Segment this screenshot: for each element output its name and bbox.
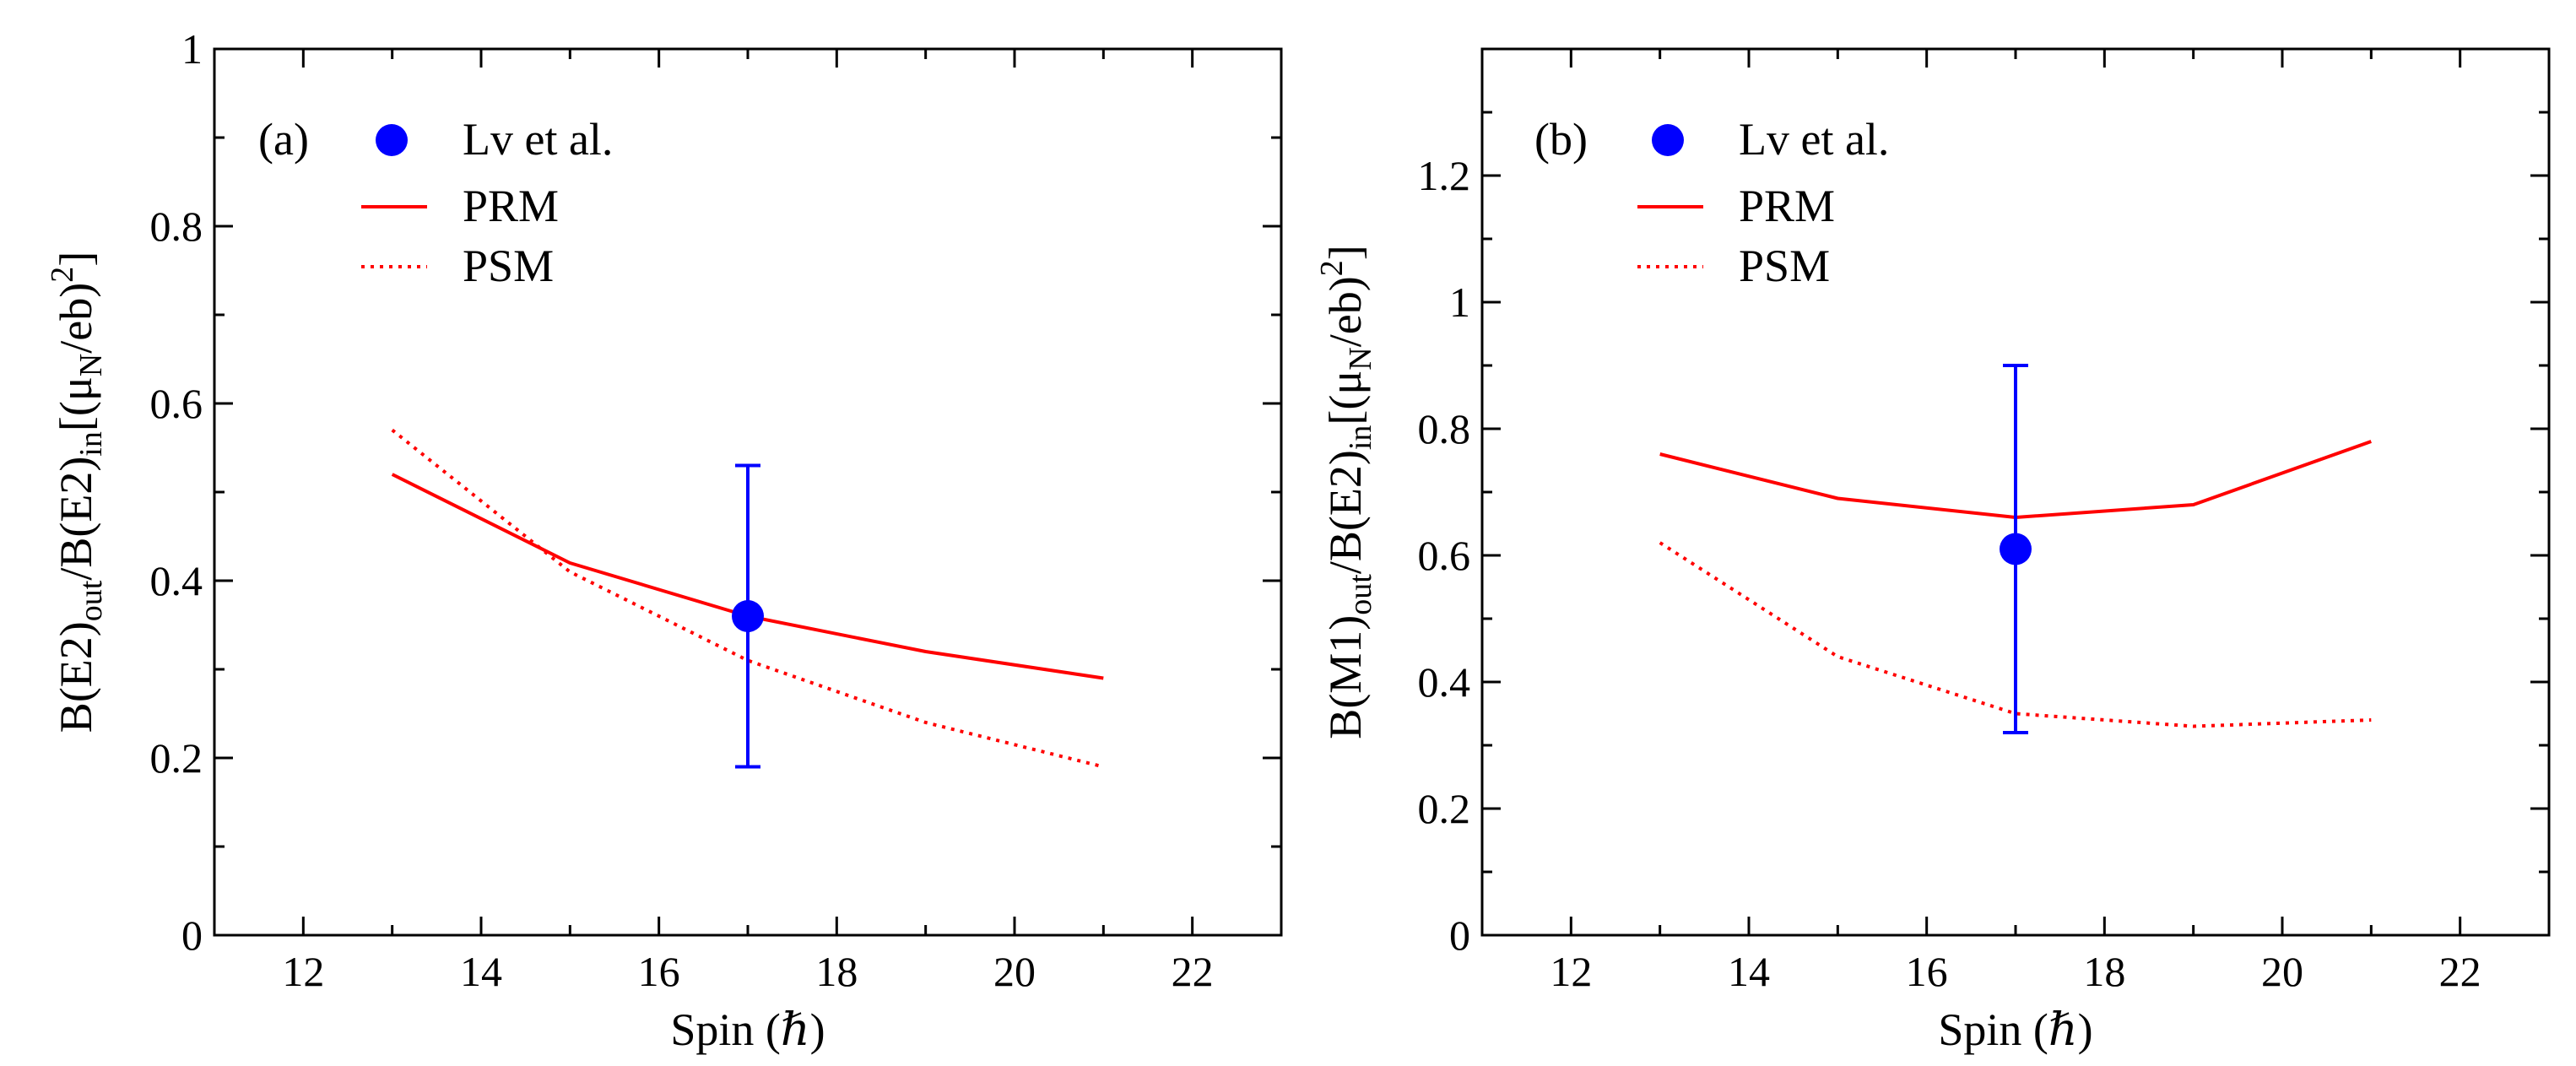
panel-b-x-tick-label: 12 bbox=[1550, 948, 1592, 995]
legend-prm-label: PRM bbox=[463, 181, 559, 231]
panel-a-x-axis-title: Spin (ℏ) bbox=[670, 1004, 825, 1055]
panel-b-ticks bbox=[1480, 47, 2551, 937]
panel-a-y-tick-label: 0.4 bbox=[150, 557, 203, 604]
panel-b-experiment bbox=[2000, 364, 2032, 734]
panel-a-x-tick-label: 20 bbox=[993, 948, 1036, 995]
panel-a-x-tick-label: 12 bbox=[282, 948, 324, 995]
legend-experiment-marker bbox=[376, 124, 408, 156]
panel-b-y-tick-label: 1.2 bbox=[1418, 152, 1471, 199]
panel-b-data-point-lv bbox=[2000, 533, 2032, 565]
panel-a-y-tick-label: 0.8 bbox=[150, 203, 203, 250]
panel-a-x-tick-label: 18 bbox=[815, 948, 858, 995]
panel-a-y-tick-label: 0.2 bbox=[150, 734, 203, 782]
panel-b-x-tick-label: 14 bbox=[1728, 948, 1770, 995]
panel-b-y-tick-label: 0.8 bbox=[1418, 405, 1471, 452]
legend-experiment-marker bbox=[1652, 124, 1684, 156]
panel-a-experiment bbox=[732, 463, 764, 769]
legend-experiment-label: Lv et al. bbox=[1739, 114, 1889, 165]
legend-experiment-label: Lv et al. bbox=[463, 114, 613, 165]
panel-a-y-axis-title: B(E2)out/B(E2)in[(μN/eb)2] bbox=[45, 252, 109, 733]
panel-b-series-psm bbox=[1659, 541, 2372, 728]
panel-b-x-tick-label: 18 bbox=[2083, 948, 2125, 995]
panel-b-y-axis-title: B(M1)out/B(E2)in[(μN/eb)2] bbox=[1314, 245, 1378, 739]
panel-a-x-tick-label: 22 bbox=[1172, 948, 1214, 995]
panel-a-legend: Lv et al. PRM PSM bbox=[361, 114, 613, 291]
panel-a-x-tick-label: 14 bbox=[460, 948, 502, 995]
panel-b-x-tick-label: 20 bbox=[2261, 948, 2303, 995]
panel-b-y-tick-labels: 0 0.2 0.4 0.6 0.8 1 1.2 bbox=[1418, 152, 1471, 959]
panel-b-x-tick-label: 22 bbox=[2439, 948, 2481, 995]
panel-b-y-tick-label: 1 bbox=[1449, 279, 1470, 326]
panel-a-ticks bbox=[213, 47, 1283, 937]
panel-b-y-tick-label: 0.6 bbox=[1418, 532, 1471, 579]
panel-b: 12 14 16 18 20 22 00.20.40.60.811.2 Spin (ℏ) … bbox=[1314, 47, 2551, 1055]
panel-b-y-tick-label: 0.4 bbox=[1418, 658, 1471, 706]
legend-psm-label: PSM bbox=[463, 241, 554, 291]
panel-a: 12 14 16 18 20 22 0 0.2 0.4 0.6 0.8 1 Spin (ℏ) B(E… bbox=[45, 25, 1283, 1055]
panel-b-y-tick-label: 0.2 bbox=[1418, 785, 1471, 832]
panel-a-x-tick-labels: 12 14 16 18 20 22 bbox=[282, 948, 1213, 995]
panel-a-x-tick-label: 16 bbox=[638, 948, 680, 995]
panel-a-y-tick-labels: 0 0.2 0.4 0.6 0.8 1 bbox=[150, 25, 203, 959]
legend-prm-label: PRM bbox=[1739, 181, 1835, 231]
panel-b-label: (b) bbox=[1534, 114, 1588, 165]
panel-b-y-tick-label: 0 bbox=[1449, 912, 1470, 959]
panel-a-series-psm bbox=[391, 428, 1104, 769]
panel-b-x-tick-labels: 12 14 16 18 20 22 bbox=[1550, 948, 2481, 995]
panel-b-legend: Lv et al. PRM PSM bbox=[1637, 114, 1889, 291]
panel-a-y-tick-label: 0 bbox=[181, 912, 203, 959]
panel-a-y-tick-label: 1 bbox=[181, 25, 203, 73]
panel-a-y-tick-label: 0.6 bbox=[150, 380, 203, 427]
panel-a-label: (a) bbox=[258, 114, 309, 165]
legend-psm-label: PSM bbox=[1739, 241, 1830, 291]
panel-a-data-point-lv bbox=[732, 600, 764, 632]
panel-b-x-axis-title: Spin (ℏ) bbox=[1938, 1004, 2092, 1055]
panel-b-x-tick-label: 16 bbox=[1906, 948, 1948, 995]
